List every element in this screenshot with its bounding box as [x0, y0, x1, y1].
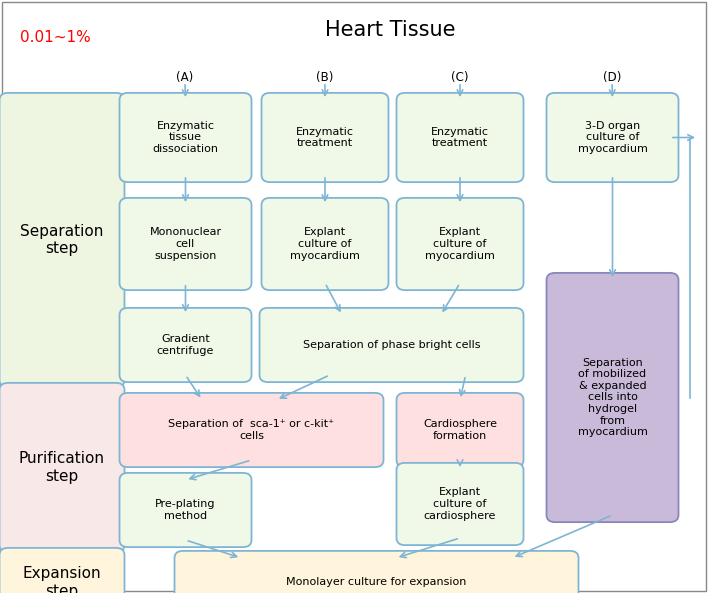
FancyBboxPatch shape	[396, 393, 523, 467]
FancyBboxPatch shape	[120, 473, 251, 547]
FancyBboxPatch shape	[396, 198, 523, 290]
FancyBboxPatch shape	[261, 93, 389, 182]
Text: Purification
step: Purification step	[19, 451, 105, 484]
FancyBboxPatch shape	[0, 548, 125, 593]
Text: Separation
of mobilized
& expanded
cells into
hydrogel
from
myocardium: Separation of mobilized & expanded cells…	[578, 358, 647, 437]
Text: Enzymatic
treatment: Enzymatic treatment	[296, 127, 354, 148]
FancyBboxPatch shape	[547, 93, 678, 182]
Text: (A): (A)	[176, 72, 193, 84]
Text: Explant
culture of
myocardium: Explant culture of myocardium	[425, 227, 495, 260]
Text: Heart Tissue: Heart Tissue	[325, 20, 455, 40]
Text: Cardiosphere
formation: Cardiosphere formation	[423, 419, 497, 441]
Text: Separation of phase bright cells: Separation of phase bright cells	[303, 340, 480, 350]
FancyBboxPatch shape	[396, 93, 523, 182]
FancyBboxPatch shape	[0, 93, 125, 387]
Text: Separation of  sca-1⁺ or c-kit⁺
cells: Separation of sca-1⁺ or c-kit⁺ cells	[169, 419, 334, 441]
Text: Monolayer culture for expansion: Monolayer culture for expansion	[286, 577, 467, 587]
Text: Enzymatic
treatment: Enzymatic treatment	[431, 127, 489, 148]
Text: 0.01~1%: 0.01~1%	[20, 30, 91, 46]
Text: Gradient
centrifuge: Gradient centrifuge	[156, 334, 215, 356]
FancyBboxPatch shape	[0, 383, 125, 552]
Text: Mononuclear
cell
suspension: Mononuclear cell suspension	[149, 227, 222, 260]
Text: Explant
culture of
cardiosphere: Explant culture of cardiosphere	[424, 487, 496, 521]
Text: Enzymatic
tissue
dissociation: Enzymatic tissue dissociation	[152, 121, 219, 154]
FancyBboxPatch shape	[396, 463, 523, 545]
FancyBboxPatch shape	[120, 308, 251, 382]
Text: (C): (C)	[451, 72, 469, 84]
Text: (D): (D)	[603, 72, 621, 84]
FancyBboxPatch shape	[261, 198, 389, 290]
FancyBboxPatch shape	[120, 93, 251, 182]
Text: Separation
step: Separation step	[21, 224, 103, 256]
FancyBboxPatch shape	[120, 393, 384, 467]
FancyBboxPatch shape	[174, 551, 578, 593]
Text: (B): (B)	[316, 72, 333, 84]
Text: Expansion
step: Expansion step	[23, 566, 101, 593]
FancyBboxPatch shape	[120, 198, 251, 290]
Text: 3-D organ
culture of
myocardium: 3-D organ culture of myocardium	[578, 121, 647, 154]
Text: Explant
culture of
myocardium: Explant culture of myocardium	[290, 227, 360, 260]
Text: Pre-plating
method: Pre-plating method	[155, 499, 216, 521]
FancyBboxPatch shape	[547, 273, 678, 522]
FancyBboxPatch shape	[260, 308, 523, 382]
